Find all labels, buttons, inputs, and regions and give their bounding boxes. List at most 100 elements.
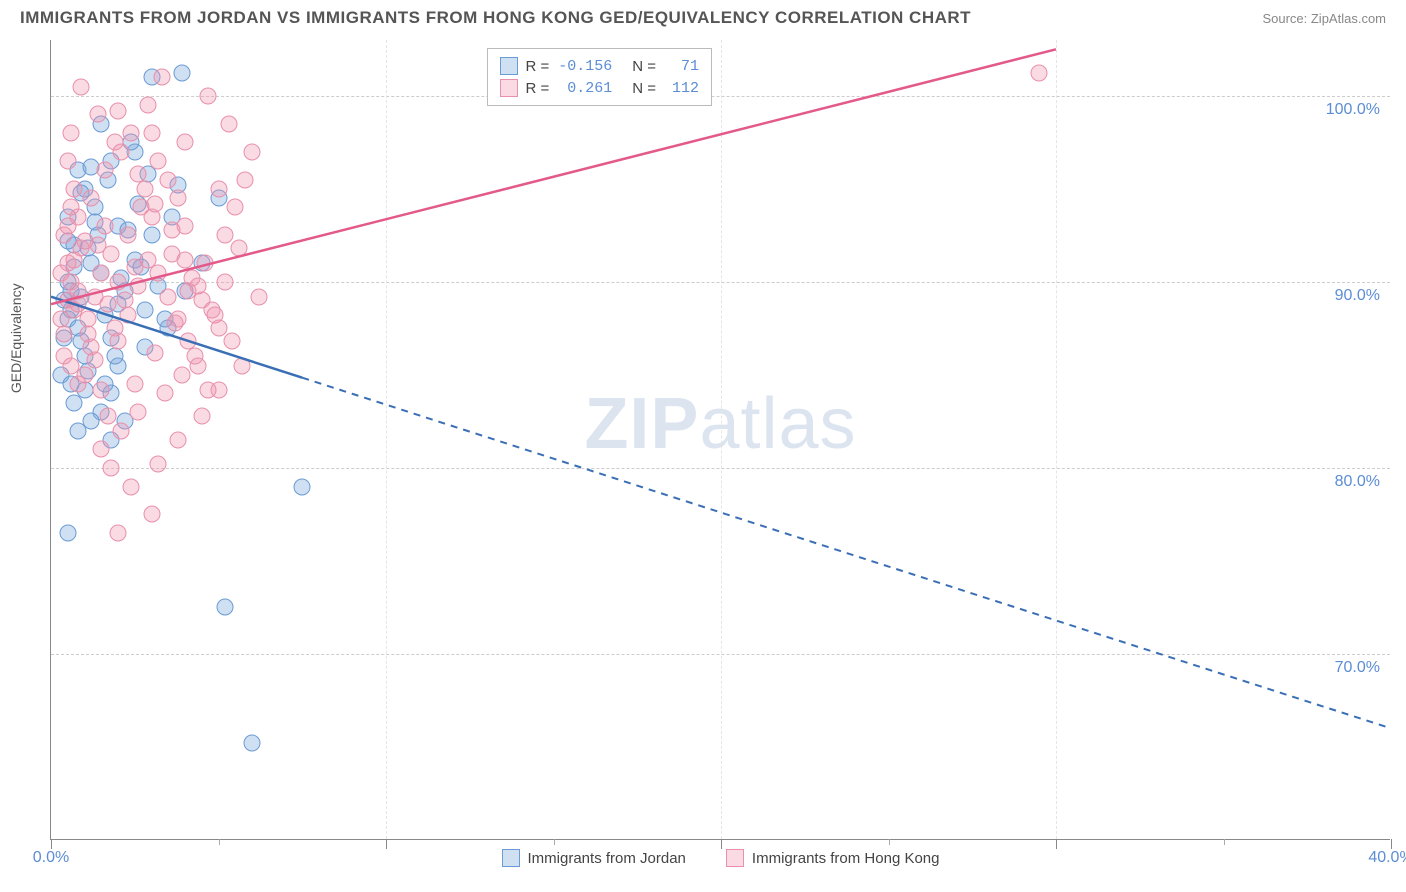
legend-row: R = 0.261 N = 112 xyxy=(500,77,700,99)
scatter-marker xyxy=(244,143,261,160)
legend-swatch xyxy=(500,57,518,75)
scatter-marker xyxy=(233,357,250,374)
scatter-marker xyxy=(173,366,190,383)
scatter-marker xyxy=(170,432,187,449)
chart-header: IMMIGRANTS FROM JORDAN VS IMMIGRANTS FRO… xyxy=(0,0,1406,32)
x-tick-major xyxy=(386,839,387,849)
scatter-marker xyxy=(130,404,147,421)
scatter-marker xyxy=(113,422,130,439)
legend-n-value: 112 xyxy=(664,80,699,97)
scatter-marker xyxy=(223,333,240,350)
scatter-marker xyxy=(140,97,157,114)
scatter-marker xyxy=(110,273,127,290)
scatter-marker xyxy=(123,478,140,495)
scatter-marker xyxy=(143,227,160,244)
scatter-marker xyxy=(59,525,76,542)
scatter-marker xyxy=(59,152,76,169)
legend-r-value: -0.156 xyxy=(557,58,612,75)
scatter-marker xyxy=(79,325,96,342)
scatter-marker xyxy=(110,102,127,119)
y-tick-label: 90.0% xyxy=(1335,287,1380,305)
scatter-marker xyxy=(177,251,194,268)
scatter-marker xyxy=(217,273,234,290)
x-tick-minor xyxy=(219,839,220,845)
legend-r-label: R = xyxy=(526,58,550,75)
x-tick-minor xyxy=(1224,839,1225,845)
scatter-marker xyxy=(113,143,130,160)
scatter-marker xyxy=(230,240,247,257)
scatter-marker xyxy=(227,199,244,216)
scatter-marker xyxy=(294,478,311,495)
scatter-marker xyxy=(103,459,120,476)
watermark-light: atlas xyxy=(699,384,856,464)
scatter-marker xyxy=(173,65,190,82)
scatter-marker xyxy=(146,344,163,361)
x-tick-label: 40.0% xyxy=(1368,849,1406,867)
scatter-marker xyxy=(146,195,163,212)
scatter-marker xyxy=(207,307,224,324)
scatter-marker xyxy=(106,348,123,365)
scatter-marker xyxy=(150,456,167,473)
scatter-marker xyxy=(96,218,113,235)
legend-swatch xyxy=(500,79,518,97)
legend-swatch xyxy=(502,849,520,867)
scatter-marker xyxy=(163,221,180,238)
scatter-marker xyxy=(53,264,70,281)
x-tick-major xyxy=(1391,839,1392,849)
watermark-bold: ZIP xyxy=(584,384,699,464)
legend-r-value: 0.261 xyxy=(557,80,612,97)
grid-line-v xyxy=(721,40,722,839)
x-tick-major xyxy=(721,839,722,849)
scatter-marker xyxy=(83,190,100,207)
scatter-marker xyxy=(99,296,116,313)
scatter-marker xyxy=(180,333,197,350)
scatter-marker xyxy=(110,525,127,542)
y-tick-label: 100.0% xyxy=(1326,101,1380,119)
scatter-marker xyxy=(130,277,147,294)
scatter-marker xyxy=(120,227,137,244)
scatter-marker xyxy=(93,381,110,398)
scatter-marker xyxy=(76,232,93,249)
legend-r-label: R = xyxy=(526,80,550,97)
y-tick-label: 70.0% xyxy=(1335,659,1380,677)
legend-n-label: N = xyxy=(632,80,656,97)
scatter-marker xyxy=(177,134,194,151)
scatter-marker xyxy=(66,180,83,197)
legend-swatch xyxy=(726,849,744,867)
scatter-marker xyxy=(150,152,167,169)
scatter-marker xyxy=(170,190,187,207)
x-tick-minor xyxy=(554,839,555,845)
scatter-marker xyxy=(210,180,227,197)
scatter-marker xyxy=(110,333,127,350)
scatter-marker xyxy=(190,357,207,374)
scatter-marker xyxy=(66,251,83,268)
scatter-marker xyxy=(99,407,116,424)
scatter-marker xyxy=(143,506,160,523)
scatter-marker xyxy=(126,376,143,393)
scatter-marker xyxy=(200,87,217,104)
source-label: Source: ZipAtlas.com xyxy=(1262,11,1386,26)
scatter-marker xyxy=(220,115,237,132)
scatter-marker xyxy=(193,407,210,424)
legend-n-value: 71 xyxy=(664,58,699,75)
scatter-marker xyxy=(156,385,173,402)
scatter-marker xyxy=(160,288,177,305)
scatter-marker xyxy=(86,352,103,369)
x-tick-major xyxy=(1056,839,1057,849)
scatter-marker xyxy=(89,106,106,123)
bottom-legend-item: Immigrants from Hong Kong xyxy=(726,849,940,867)
scatter-marker xyxy=(217,227,234,244)
correlation-legend: R = -0.156 N = 71 R = 0.261 N = 112 xyxy=(487,48,713,106)
scatter-marker xyxy=(123,125,140,142)
bottom-legend-label: Immigrants from Jordan xyxy=(528,850,686,867)
scatter-marker xyxy=(136,301,153,318)
scatter-marker xyxy=(150,264,167,281)
chart-title: IMMIGRANTS FROM JORDAN VS IMMIGRANTS FRO… xyxy=(20,8,971,28)
bottom-legend: Immigrants from Jordan Immigrants from Ho… xyxy=(502,849,940,867)
scatter-marker xyxy=(130,165,147,182)
scatter-marker xyxy=(73,78,90,95)
scatter-marker xyxy=(56,325,73,342)
bottom-legend-label: Immigrants from Hong Kong xyxy=(752,850,940,867)
grid-line-v xyxy=(1056,40,1057,839)
chart-container: ZIPatlas GED/Equivalency 70.0%80.0%90.0%… xyxy=(50,40,1390,840)
